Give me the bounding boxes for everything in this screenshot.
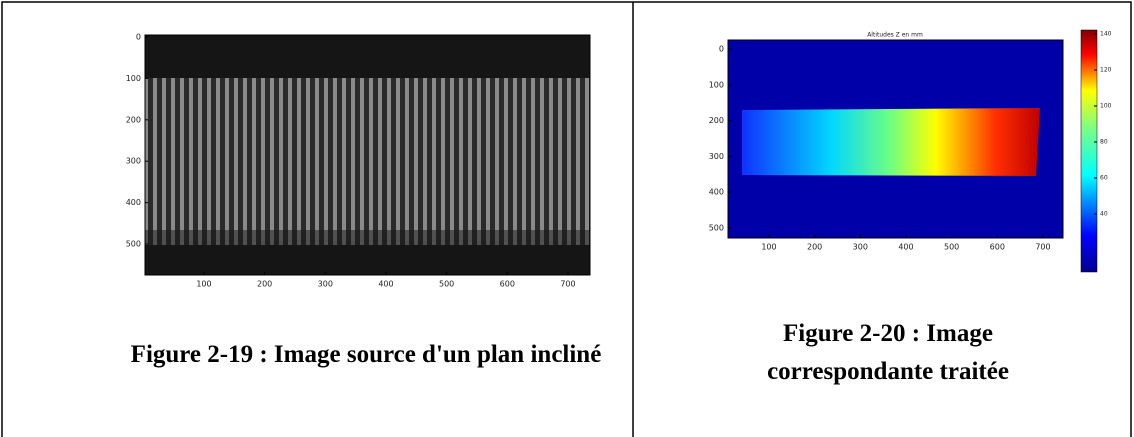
colorbar-tick-label: 140 xyxy=(1100,31,1112,38)
y-tick-label: 300 xyxy=(126,157,141,166)
x-tick-label: 400 xyxy=(898,243,913,252)
y-tick-label: 0 xyxy=(719,45,724,54)
x-tick-label: 100 xyxy=(196,280,211,289)
processed-image xyxy=(728,30,1097,272)
colorbar-tick-label: 120 xyxy=(1100,67,1112,74)
y-tick-label: 500 xyxy=(709,224,724,233)
x-tick-label: 300 xyxy=(853,243,868,252)
caption: Figure 2-19 : Image source d'un plan inc… xyxy=(116,331,616,378)
y-tick-label: 300 xyxy=(709,152,724,161)
source-image xyxy=(145,35,590,275)
x-tick-label: 200 xyxy=(257,280,272,289)
colorbar-tick-label: 60 xyxy=(1100,175,1108,182)
y-tick-label: 400 xyxy=(126,198,141,207)
x-tick-label: 700 xyxy=(560,280,575,289)
x-tick-label: 500 xyxy=(944,243,959,252)
plot-title: Altitudes Z en mm xyxy=(867,32,923,39)
y-tick-label: 200 xyxy=(126,115,141,124)
y-tick-label: 200 xyxy=(709,116,724,125)
x-tick-label: 600 xyxy=(990,243,1005,252)
y-tick-label: 100 xyxy=(709,80,724,89)
x-tick-label: 100 xyxy=(761,243,776,252)
caption: Figure 2-20 : Image correspondante trait… xyxy=(738,315,1038,391)
x-tick-label: 600 xyxy=(500,280,515,289)
y-tick-label: 100 xyxy=(126,74,141,83)
y-tick-label: 0 xyxy=(136,33,141,42)
colorbar-tick-label: 100 xyxy=(1100,103,1112,110)
x-tick-label: 200 xyxy=(807,243,822,252)
page: Altitudes Z en mm 1002003004005006007000… xyxy=(0,0,1134,437)
x-tick-label: 400 xyxy=(378,280,393,289)
y-tick-label: 500 xyxy=(126,240,141,249)
colorbar-tick-label: 40 xyxy=(1100,211,1108,218)
y-tick-label: 400 xyxy=(709,188,724,197)
x-tick-label: 300 xyxy=(318,280,333,289)
x-tick-label: 700 xyxy=(1035,243,1050,252)
x-tick-label: 500 xyxy=(439,280,454,289)
colorbar-tick-label: 80 xyxy=(1100,139,1108,146)
